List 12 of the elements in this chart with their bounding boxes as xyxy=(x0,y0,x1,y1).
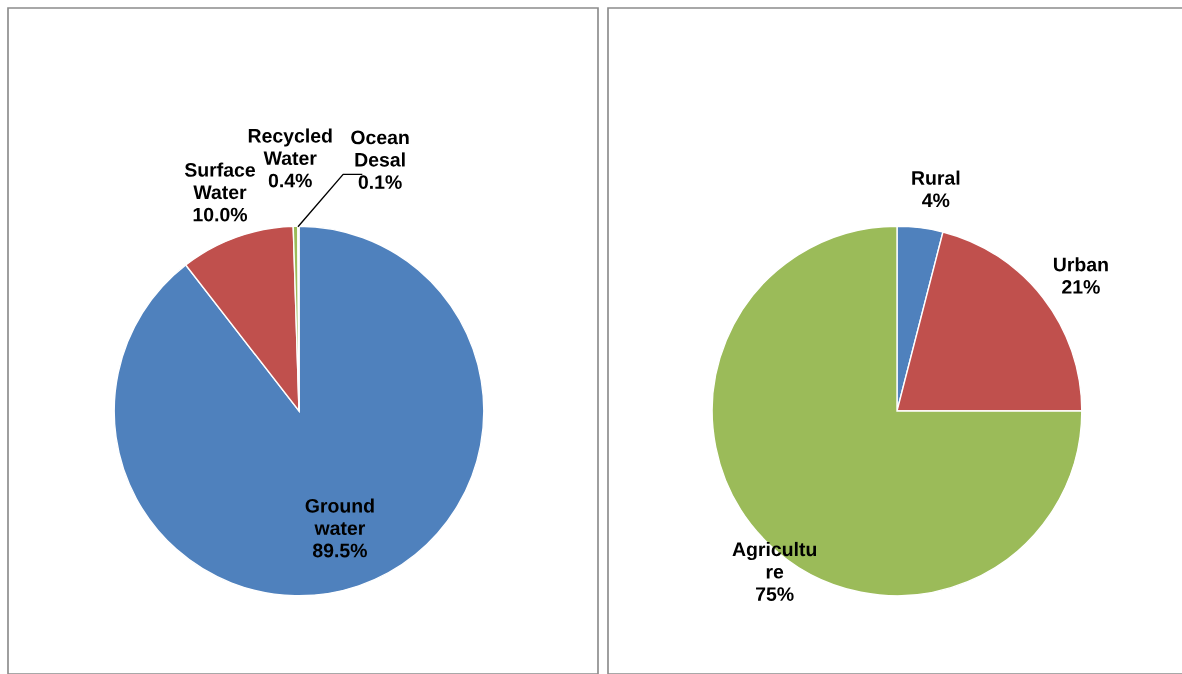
data-label: 0.4% xyxy=(268,173,312,188)
pie-slice xyxy=(113,225,485,597)
data-label: 10.0% xyxy=(193,207,248,222)
data-label: 21% xyxy=(1062,280,1100,294)
slice-label: Urban xyxy=(1053,257,1108,272)
data-label: 4% xyxy=(922,193,950,208)
data-label: 0.1% xyxy=(358,175,402,189)
data-label: 75% xyxy=(756,587,794,601)
slice-label: Rural xyxy=(912,170,960,185)
slice-label: Ocean Desal xyxy=(351,130,409,167)
slice-label: Ground water xyxy=(305,498,374,536)
data-label: 89.5% xyxy=(312,543,367,558)
